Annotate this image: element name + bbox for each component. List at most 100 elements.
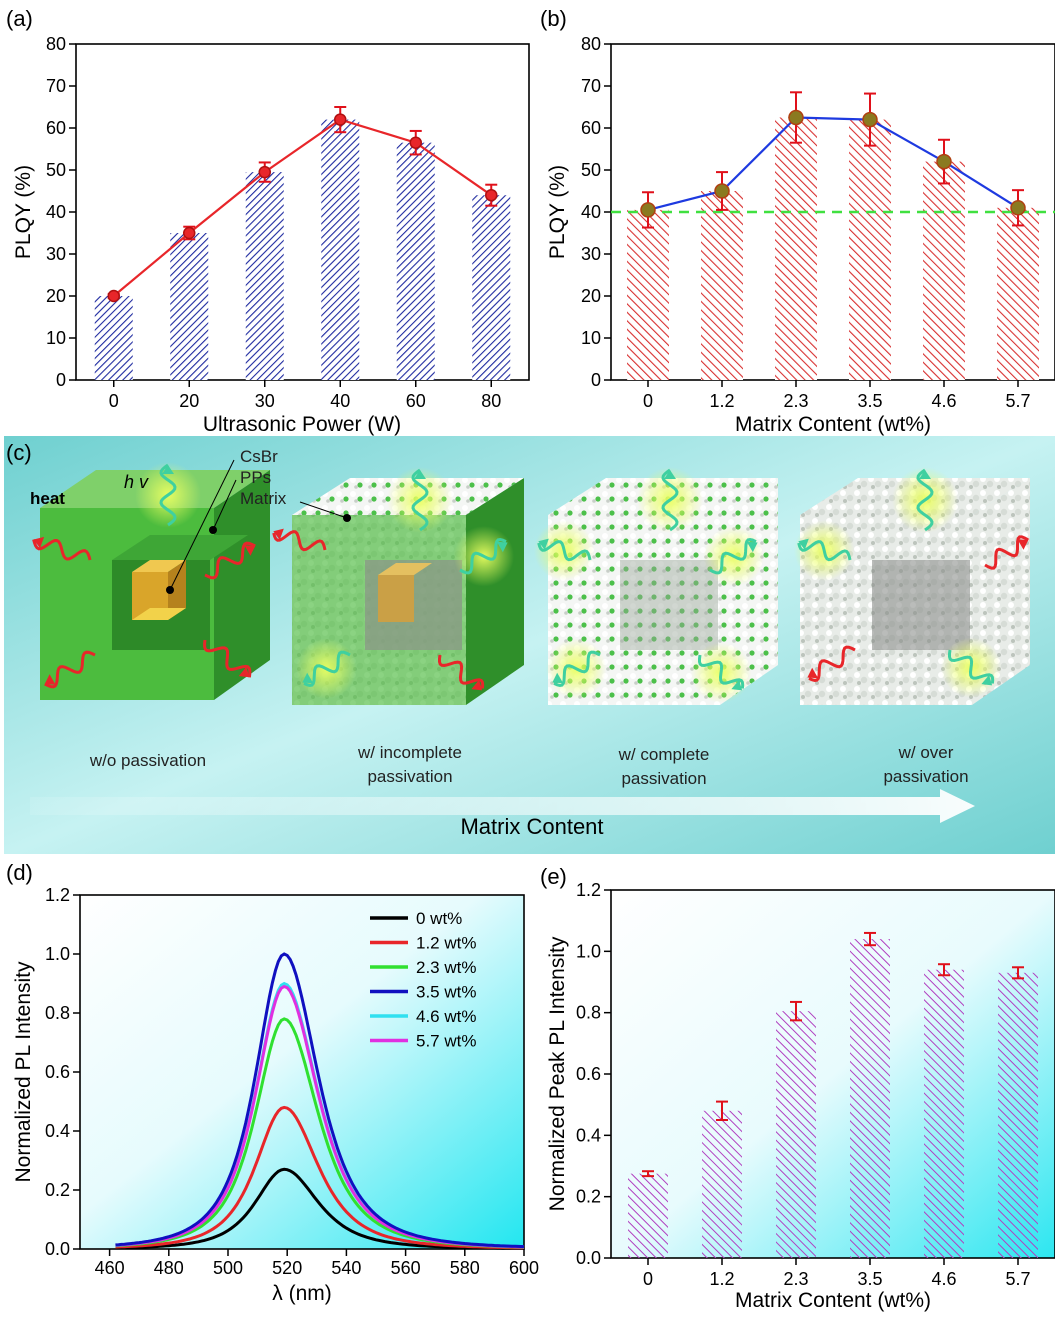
x-tick-label: 30	[255, 391, 275, 411]
wave-arrowhead	[414, 470, 426, 479]
cube2-caption-line2: passivation	[367, 767, 452, 786]
x-tick-label: 40	[330, 391, 350, 411]
x-tick-label: 5.7	[1005, 391, 1030, 411]
x-tick-label: 2.3	[783, 1269, 808, 1289]
y-tick-label: 0.8	[576, 1003, 601, 1023]
x-tick-label: 600	[509, 1258, 539, 1278]
cube3-caption-line1: w/ complete	[618, 745, 710, 764]
cube3-caption-line2: passivation	[621, 769, 706, 788]
panel-d-xlabel: λ (nm)	[272, 1282, 332, 1305]
emission-wave	[661, 468, 679, 532]
heat-wave	[984, 535, 1030, 570]
wave-arrowhead	[471, 679, 483, 691]
x-tick-label: 5.7	[1005, 1269, 1030, 1289]
bar-5.7	[997, 207, 1039, 380]
wave-arrowhead	[162, 465, 174, 474]
y-tick-label: 0.4	[45, 1121, 70, 1141]
y-tick-label: 60	[46, 118, 66, 138]
legend-entry: 1.2 wt%	[416, 934, 476, 953]
panel-b-xlabel: Matrix Content (wt%)	[735, 413, 931, 436]
panel-d-ylabel: Normalized PL Intensity	[12, 961, 35, 1182]
bar-30	[245, 172, 284, 380]
heat-wave	[438, 654, 485, 689]
y-tick-label: 20	[581, 286, 601, 306]
data-point	[1010, 200, 1026, 216]
x-tick-label: 4.6	[931, 391, 956, 411]
series-line	[113, 118, 492, 297]
y-tick-label: 0.2	[45, 1180, 70, 1200]
data-point	[485, 188, 498, 202]
x-tick-label: 480	[154, 1258, 184, 1278]
emission-wave	[537, 540, 592, 562]
legend-entry: 3.5 wt%	[416, 983, 476, 1002]
bar-2.3	[776, 1011, 816, 1258]
heat-wave	[32, 538, 92, 561]
wave-arrowhead	[238, 666, 250, 678]
heat-wave	[808, 645, 856, 683]
bar-5.7	[998, 972, 1038, 1258]
emission-wave	[916, 468, 934, 532]
y-tick-label: 70	[581, 76, 601, 96]
wave-arrowhead	[981, 674, 993, 686]
wave-arrowhead	[496, 541, 508, 553]
y-tick-label: 0.0	[45, 1239, 70, 1259]
panel-d: (d) 0.0 0.2 0.4 0.6 0.8 1.0 1.2 460 480 500 520 540…	[6, 860, 539, 1305]
legend-entry: 2.3 wt%	[416, 958, 476, 977]
emission-wave	[411, 468, 429, 532]
spectrum-curve	[115, 952, 525, 1249]
y-tick-label: 1.0	[45, 944, 70, 964]
wave-arrowhead	[664, 470, 676, 479]
y-tick-label: 0.0	[576, 1248, 601, 1268]
bar-2.3	[775, 117, 817, 380]
emission-wave	[797, 540, 852, 562]
data-point	[334, 113, 347, 126]
wave-arrowhead	[798, 538, 809, 550]
cube4-caption-line1: w/ over	[898, 743, 954, 762]
x-tick-label: 3.5	[857, 1269, 882, 1289]
bar-0	[627, 209, 669, 380]
cube4-caption-line2: passivation	[883, 767, 968, 786]
x-tick-label: 560	[391, 1258, 421, 1278]
panel-a-xlabel: Ultrasonic Power (W)	[203, 413, 401, 436]
arrow-label: Matrix Content	[460, 814, 603, 839]
data-point	[936, 153, 952, 170]
bar-3.5	[849, 119, 891, 380]
x-tick-label: 0	[109, 391, 119, 411]
matrix-label: Matrix	[240, 489, 287, 508]
panel-a-frame	[75, 43, 530, 381]
legend-entry: 0 wt%	[416, 909, 462, 928]
bar-4.6	[923, 161, 965, 380]
panel-e-label: (e)	[540, 864, 567, 889]
heat-wave	[204, 541, 256, 580]
x-tick-label: 1.2	[709, 1269, 734, 1289]
y-tick-label: 1.2	[45, 885, 70, 905]
bar-1.2	[701, 191, 743, 380]
y-tick-label: 40	[581, 202, 601, 222]
bar-60	[396, 142, 435, 380]
wave-arrowhead	[919, 470, 931, 479]
csbr-label: CsBr	[240, 447, 278, 466]
x-tick-label: 2.3	[783, 391, 808, 411]
data-point	[640, 202, 656, 218]
bar-3.5	[850, 939, 890, 1258]
y-tick-label: 0.6	[576, 1064, 601, 1084]
wave-arrowhead	[33, 536, 45, 549]
emission-wave	[159, 463, 177, 527]
y-tick-label: 80	[46, 34, 66, 54]
heat-wave	[203, 639, 252, 678]
y-tick-label: 1.0	[576, 941, 601, 961]
emission-wave	[698, 654, 745, 689]
emission-wave	[709, 537, 757, 575]
x-tick-label: 0	[643, 1269, 653, 1289]
bar-1.2	[702, 1110, 742, 1258]
bar-20	[170, 233, 209, 380]
panel-e-ylabel: Normalized Peak PL Intensity	[546, 936, 569, 1211]
y-tick-label: 30	[46, 244, 66, 264]
data-point	[183, 226, 196, 240]
panel-e: (e) 0.0 0.2 0.4 0.6 0.8 1.0 1.2 0 1.2 2.3 3.5 4.6 5.…	[540, 864, 1055, 1312]
matrix-content-arrow	[30, 789, 975, 823]
heat-label: heat	[30, 489, 65, 508]
panel-d-frame	[79, 894, 525, 1250]
panel-b-ylabel: PLQY (%)	[546, 165, 569, 259]
legend-entry: 5.7 wt%	[416, 1032, 476, 1051]
